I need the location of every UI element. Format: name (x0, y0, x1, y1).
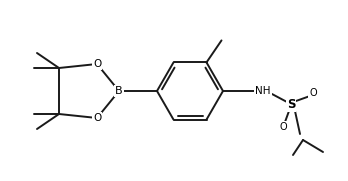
Text: B: B (115, 86, 123, 96)
Text: O: O (93, 113, 101, 123)
Text: O: O (279, 122, 287, 132)
Text: O: O (93, 59, 101, 69)
Text: S: S (287, 98, 295, 111)
Text: O: O (309, 88, 317, 98)
Text: NH: NH (255, 86, 271, 96)
